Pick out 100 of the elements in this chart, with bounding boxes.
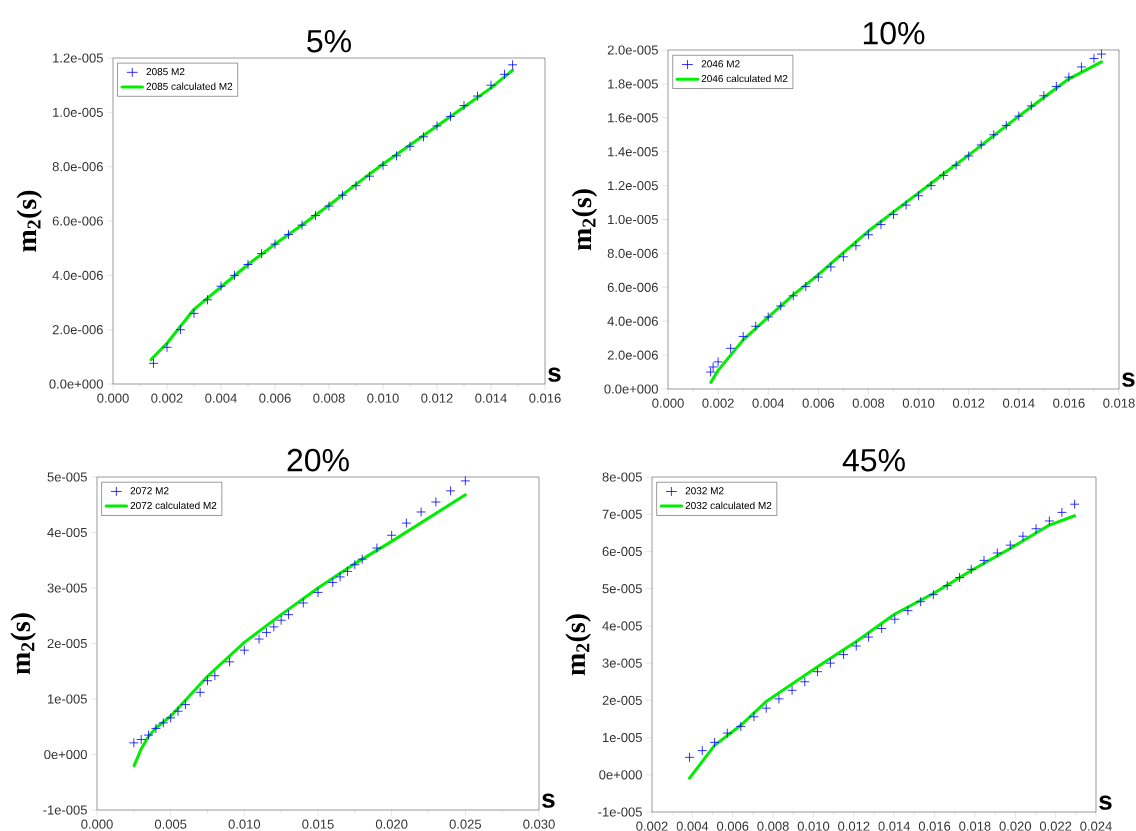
point xyxy=(364,171,375,182)
point xyxy=(1089,53,1099,64)
point xyxy=(342,566,353,577)
point xyxy=(261,627,272,638)
x-tick-label: 0.014 xyxy=(1003,398,1035,408)
point xyxy=(335,572,345,582)
point xyxy=(430,497,441,507)
x-tick-label: 0.000 xyxy=(97,393,129,403)
point xyxy=(229,270,240,281)
y-tick-label: 1e-005 xyxy=(602,732,642,743)
point xyxy=(405,141,415,152)
point xyxy=(195,687,206,698)
point xyxy=(224,656,235,667)
point xyxy=(472,91,483,101)
legend-label: 2046 calculated M2 xyxy=(701,74,788,83)
y-tick-label: 4e-005 xyxy=(602,621,642,631)
point xyxy=(1096,49,1107,59)
y-tick-label: 1.0e-005 xyxy=(608,214,658,225)
y-axis-title: m$_{2}$(s) xyxy=(10,613,36,675)
x-tick-label: 0.010 xyxy=(367,393,399,403)
point xyxy=(270,239,280,249)
x-tick-label: 0.012 xyxy=(421,393,453,403)
point xyxy=(889,614,900,625)
x-tick-label: 0.020 xyxy=(375,819,408,829)
x-tick-label: 0.025 xyxy=(449,819,482,829)
point xyxy=(838,649,849,660)
point xyxy=(979,555,989,566)
point xyxy=(1064,72,1074,83)
x-axis-title: s xyxy=(542,793,555,808)
y-tick-label: -1e-005 xyxy=(43,805,87,815)
point xyxy=(507,59,518,70)
y-tick-label: 2.0e-006 xyxy=(52,325,103,335)
point xyxy=(175,324,186,335)
point xyxy=(391,150,402,161)
x-tick-label: 0.008 xyxy=(852,398,885,408)
x-tick-label: 0.030 xyxy=(523,819,555,829)
point xyxy=(775,301,786,311)
y-tick-label: 6.0e-006 xyxy=(607,282,658,292)
x-tick-label: 0.015 xyxy=(302,819,334,829)
x-tick-label: 0.006 xyxy=(802,398,835,408)
point xyxy=(851,641,862,651)
point xyxy=(951,160,962,171)
point xyxy=(460,476,471,486)
point xyxy=(459,100,469,111)
point xyxy=(313,587,323,598)
x-tick-label: 0.004 xyxy=(676,821,709,831)
chart-title: 5% xyxy=(307,29,351,53)
point xyxy=(189,308,199,319)
point xyxy=(1044,516,1055,526)
x-axis-title: s xyxy=(548,367,561,382)
y-tick-label: 3e-005 xyxy=(602,658,642,668)
x-tick-label: 0.002 xyxy=(702,398,734,408)
point xyxy=(926,180,936,191)
x-tick-label: 0.016 xyxy=(529,393,561,403)
y-axis-title: m$_{2}$(s) xyxy=(565,614,591,676)
point xyxy=(684,752,695,763)
point xyxy=(401,518,412,528)
y-tick-label: 0.0e+000 xyxy=(49,379,103,389)
x-tick-label: 0.002 xyxy=(151,393,183,403)
x-tick-label: 0.016 xyxy=(1053,398,1085,408)
point xyxy=(202,675,213,686)
point xyxy=(1069,499,1080,510)
point xyxy=(276,615,287,626)
point xyxy=(158,717,169,728)
legend-label: 2072 M2 xyxy=(130,487,169,495)
point xyxy=(386,530,397,541)
y-tick-label: 1.4e-005 xyxy=(608,147,658,157)
x-tick-label: 0.010 xyxy=(902,398,935,408)
y-tick-label: 2.0e-006 xyxy=(607,350,658,360)
x-tick-label: 0.004 xyxy=(205,393,237,403)
point xyxy=(1001,120,1012,131)
point xyxy=(165,712,176,723)
point xyxy=(327,577,338,588)
y-axis-title: m$_{2}$(s) xyxy=(571,189,598,251)
point xyxy=(1018,531,1028,542)
point xyxy=(445,111,456,122)
x-axis-title: s xyxy=(1099,795,1112,810)
x-tick-label: 0.000 xyxy=(81,819,113,829)
point xyxy=(1005,540,1016,551)
x-axis-title: s xyxy=(1122,372,1135,387)
point xyxy=(1076,62,1087,72)
point xyxy=(416,507,427,517)
point xyxy=(774,693,784,704)
point xyxy=(787,685,797,696)
point xyxy=(256,248,267,259)
y-tick-label: -1e-005 xyxy=(598,807,642,817)
point xyxy=(268,621,279,632)
point xyxy=(928,589,939,600)
point xyxy=(357,554,368,565)
point xyxy=(1038,90,1049,101)
y-tick-label: 0.0e+000 xyxy=(604,384,658,394)
y-tick-label: 7e-005 xyxy=(602,509,642,519)
point xyxy=(372,543,382,553)
point xyxy=(901,200,911,210)
y-tick-label: 0e+000 xyxy=(44,749,87,760)
point xyxy=(813,272,824,283)
point xyxy=(709,737,720,748)
point xyxy=(180,699,191,710)
point xyxy=(128,737,139,748)
point xyxy=(162,342,172,353)
